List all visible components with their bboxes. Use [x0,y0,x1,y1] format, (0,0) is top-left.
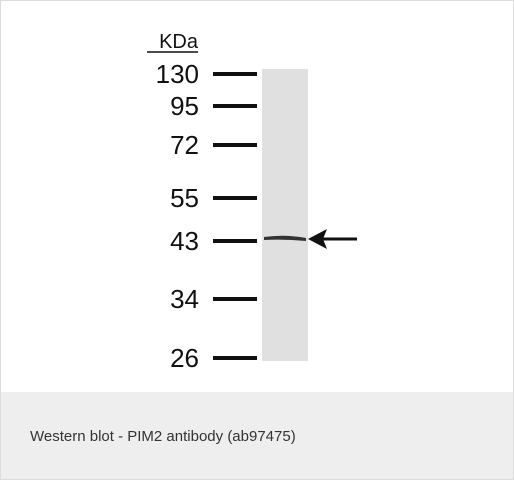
caption-bar: Western blot - PIM2 antibody (ab97475) [1,392,513,479]
marker-label: 95 [170,91,199,121]
marker-label: 55 [170,183,199,213]
caption: Western blot - PIM2 antibody (ab97475) [30,428,296,445]
unit-label: KDa [159,31,199,53]
marker-label: 130 [156,59,199,89]
marker-label: 43 [170,226,199,256]
gel-lane [262,69,308,361]
marker-label: 72 [170,130,199,160]
marker-label: 26 [170,343,199,373]
figure-card: KDa 13095 72 55 43 34 26 Western blot - PIM2 … [0,0,514,480]
marker-label: 34 [170,284,199,314]
